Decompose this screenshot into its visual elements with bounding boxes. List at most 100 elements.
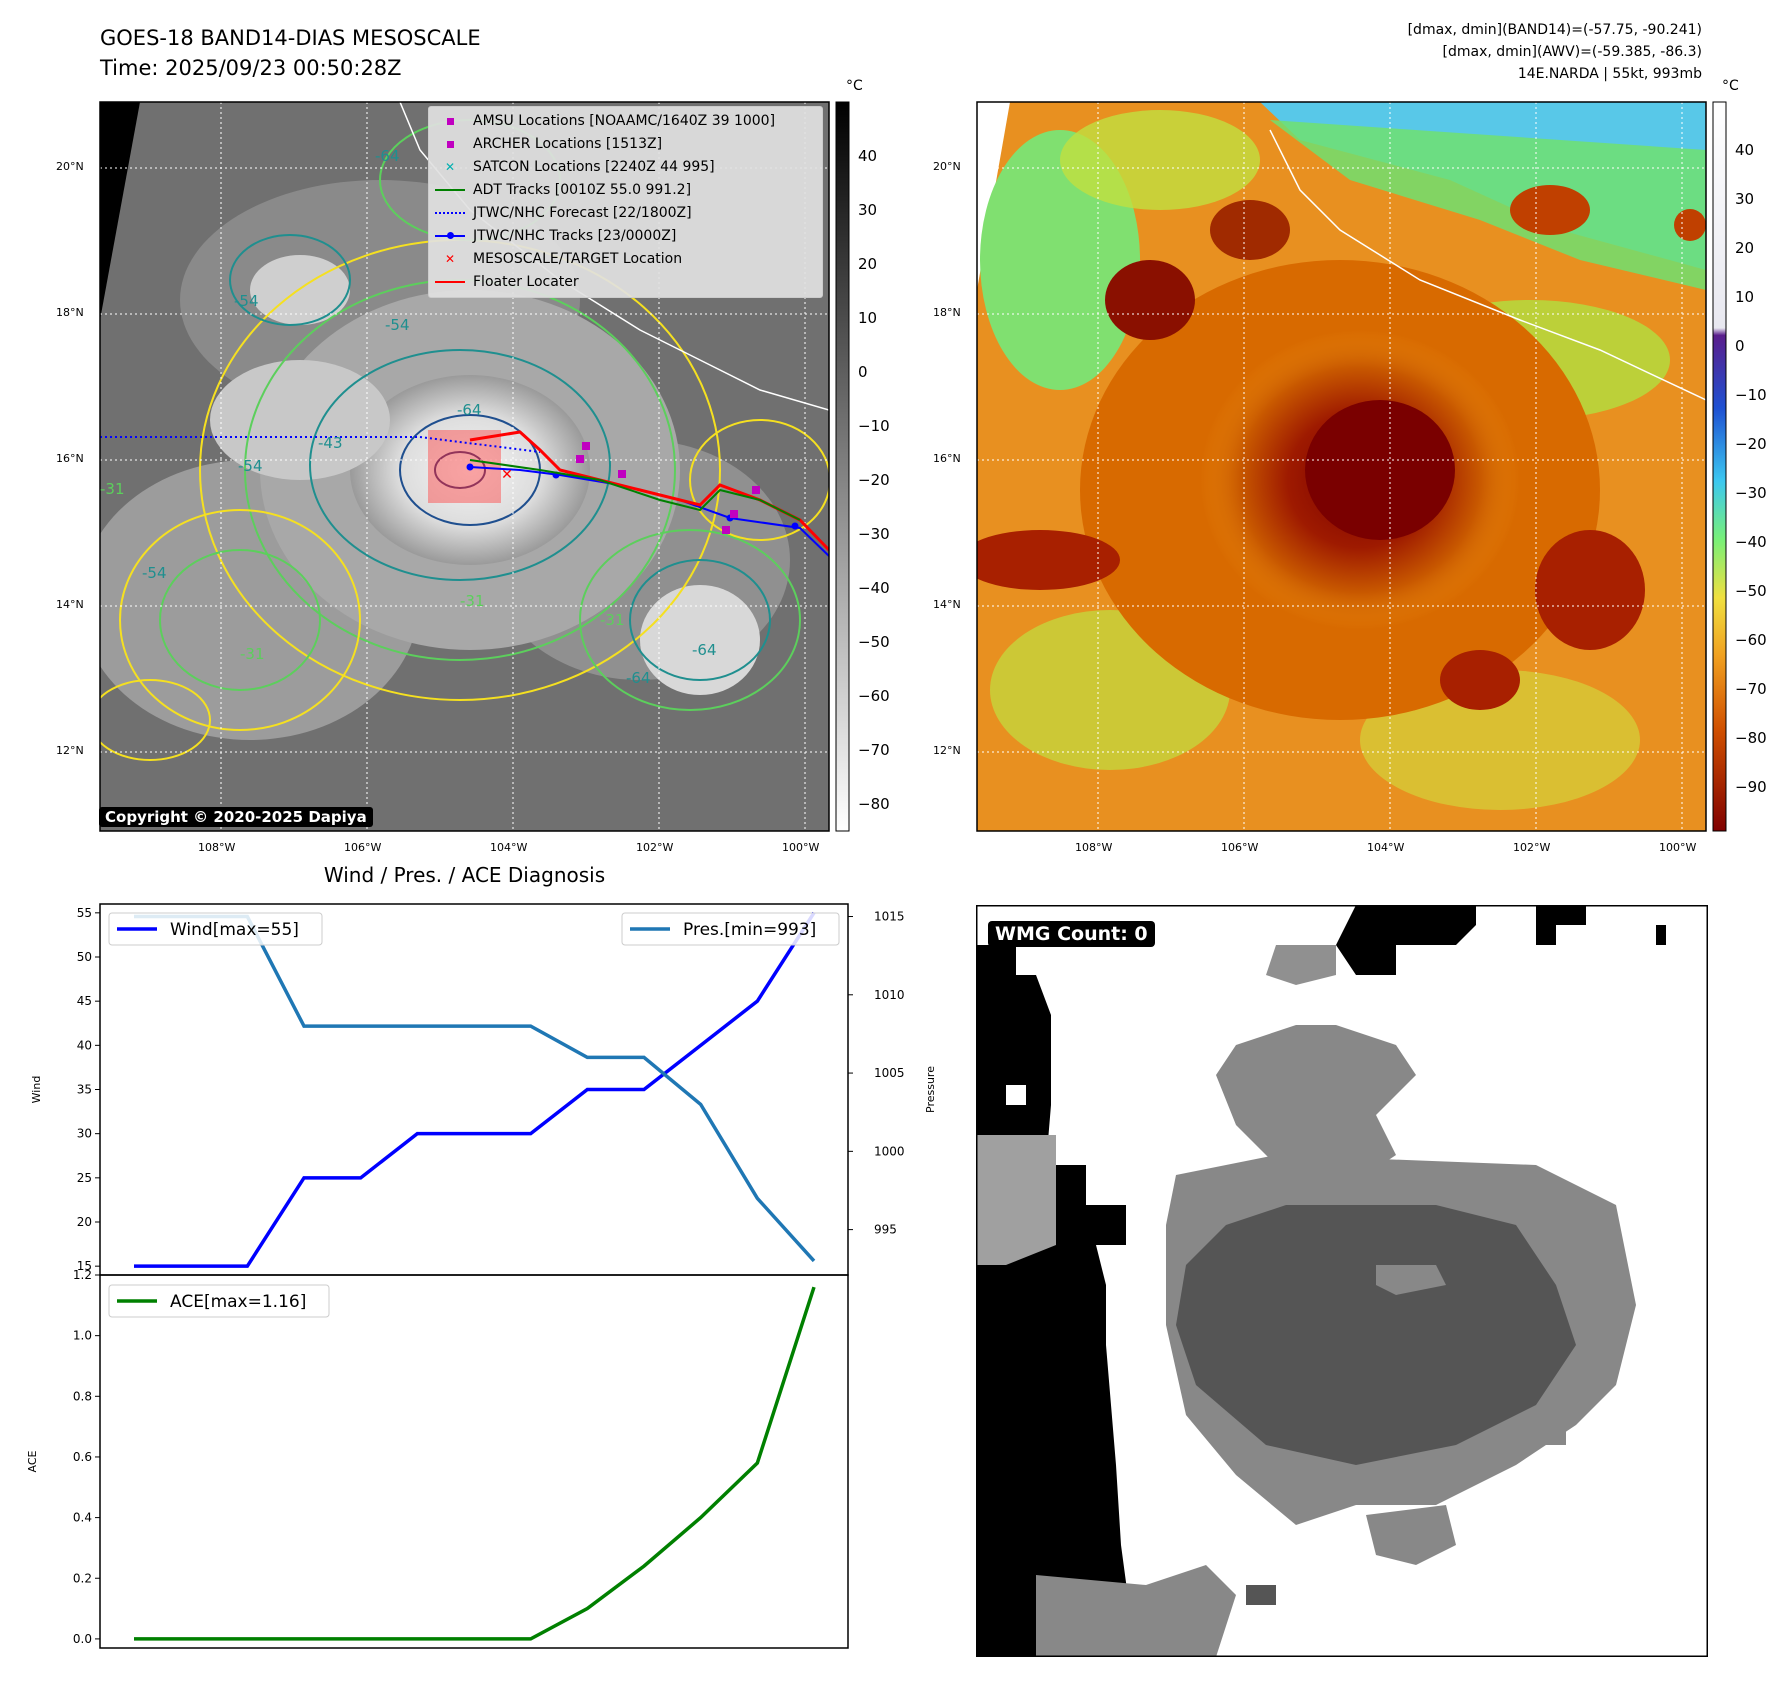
ace-legend-box [108,1284,330,1318]
x-marker-icon: ✕ [444,160,456,174]
line-dot-marker-icon [435,232,465,240]
colorbar-tick: −60 [1735,631,1767,649]
contour-label: -54 [238,457,263,475]
ir-legend: AMSU Locations [NOAAMC/1640Z 39 1000] AR… [428,106,823,298]
colorbar-tick: −10 [858,417,890,435]
pressure-axis-label: Pressure [924,1066,937,1113]
lon-label: 100°W [782,841,820,854]
copyright-badge: Copyright © 2020-2025 Dapiya [99,807,373,827]
colorbar-tick: 10 [858,309,878,327]
ace-tick-label: 1.0 [73,1329,92,1343]
colorbar-tick: 40 [858,147,878,165]
pressure-series-line [134,914,816,1263]
wind-axis-label: Wind [30,1076,43,1104]
wind-tick-label: 40 [77,1038,92,1052]
square-marker-icon [435,113,465,129]
colorbar-tick: −50 [858,633,890,651]
wind-series-line [134,911,816,1268]
square-marker-icon [435,136,465,152]
contour-label: -54 [142,564,167,582]
lat-label: 18°N [933,306,961,319]
lon-label: 102°W [636,841,674,854]
lon-label: 108°W [198,841,236,854]
legend-entry: ADT Tracks [0010Z 55.0 991.2] [435,181,691,199]
diagnosis-title: Wind / Pres. / ACE Diagnosis [323,863,606,887]
colorbar-tick: −70 [858,741,890,759]
lat-label: 16°N [933,452,961,465]
awv-map-panel [976,101,1727,832]
colorbar-tick: −80 [1735,729,1767,747]
colorbar-tick: 20 [1735,239,1755,257]
contour-label: -64 [626,669,651,687]
contour-label: -31 [240,645,265,663]
lat-label: 14°N [56,598,84,611]
colorbar-unit: °C [1722,78,1739,94]
colorbar-tick: −60 [858,687,890,705]
colorbar-tick: −20 [1735,435,1767,453]
contour-label: -54 [385,316,410,334]
x-marker-icon: ✕ [444,252,456,266]
contour-label: -64 [692,641,717,659]
legend-entry: JTWC/NHC Tracks [23/0000Z] [435,227,676,245]
ace-tick-label: 0.8 [73,1389,92,1403]
wmg-count-badge: WMG Count: 0 [988,921,1155,947]
wind-tick-label: 45 [77,994,92,1008]
lat-label: 18°N [56,306,84,319]
lon-label: 106°W [1221,841,1259,854]
contour-label: -64 [457,401,482,419]
colorbar-tick: −80 [858,795,890,813]
diagnosis-chart: 15 20 25 30 35 40 45 50 55 995 1000 1005 1010 1015 Win… [26,903,937,1649]
pressure-tick-label: 995 [874,1223,897,1237]
contour-label: -43 [318,434,343,452]
lon-label: 100°W [1659,841,1697,854]
ace-tick-label: 0.2 [73,1571,92,1585]
wind-legend-label: Wind[max=55] [170,920,299,940]
legend-entry: ARCHER Locations [1513Z] [435,135,662,153]
lat-label: 16°N [56,452,84,465]
ace-tick-label: 1.2 [73,1268,92,1282]
top-axes-frame [99,903,849,1276]
colorbar-unit: °C [846,78,863,94]
colorbar-tick: 0 [1735,337,1745,355]
contour-label: -31 [100,480,125,498]
colorbar-tick: 40 [1735,141,1755,159]
pressure-tick-label: 1010 [874,988,905,1002]
legend-entry: JTWC/NHC Forecast [22/1800Z] [435,204,692,222]
colorbar-tick: −40 [1735,533,1767,551]
line-marker-icon [435,189,465,191]
colorbar-tick: 20 [858,255,878,273]
chart-time: Time: 2025/09/23 00:50:28Z [100,56,402,80]
line-marker-icon [435,281,465,283]
wmg-panel [976,905,1708,1657]
dotted-line-icon [435,212,465,214]
colorbar-tick: −50 [1735,582,1767,600]
lon-label: 108°W [1075,841,1113,854]
stats-awv: [dmax, dmin](AWV)=(-59.385, -86.3) [1442,44,1702,60]
wind-legend-box [108,912,323,946]
wind-tick-label: 55 [77,906,92,920]
colorbar-tick: −90 [1735,778,1767,796]
ace-tick-label: 0.0 [73,1632,92,1646]
lat-label: 14°N [933,598,961,611]
wind-tick-label: 30 [77,1127,92,1141]
bottom-axes-frame [99,1274,849,1649]
pressure-legend-box [621,912,840,946]
lon-label: 104°W [1367,841,1405,854]
ace-tick-label: 0.6 [73,1450,92,1464]
wind-tick-label: 25 [77,1171,92,1185]
contour-label: -31 [600,611,625,629]
ace-legend-label: ACE[max=1.16] [170,1292,306,1312]
contour-label: -54 [234,292,259,310]
legend-entry: Floater Locater [435,273,579,291]
wind-tick-label: 50 [77,950,92,964]
colorbar-tick: −70 [1735,680,1767,698]
legend-entry: ✕ MESOSCALE/TARGET Location [435,250,682,268]
lon-label: 104°W [490,841,528,854]
lon-label: 106°W [344,841,382,854]
colorbar-tick: −30 [858,525,890,543]
lon-label: 102°W [1513,841,1551,854]
ace-series-line [134,1286,816,1641]
chart-title: GOES-18 BAND14-DIAS MESOSCALE [100,26,481,50]
ace-tick-label: 0.4 [73,1511,92,1525]
storm-info: 14E.NARDA | 55kt, 993mb [1517,66,1702,82]
